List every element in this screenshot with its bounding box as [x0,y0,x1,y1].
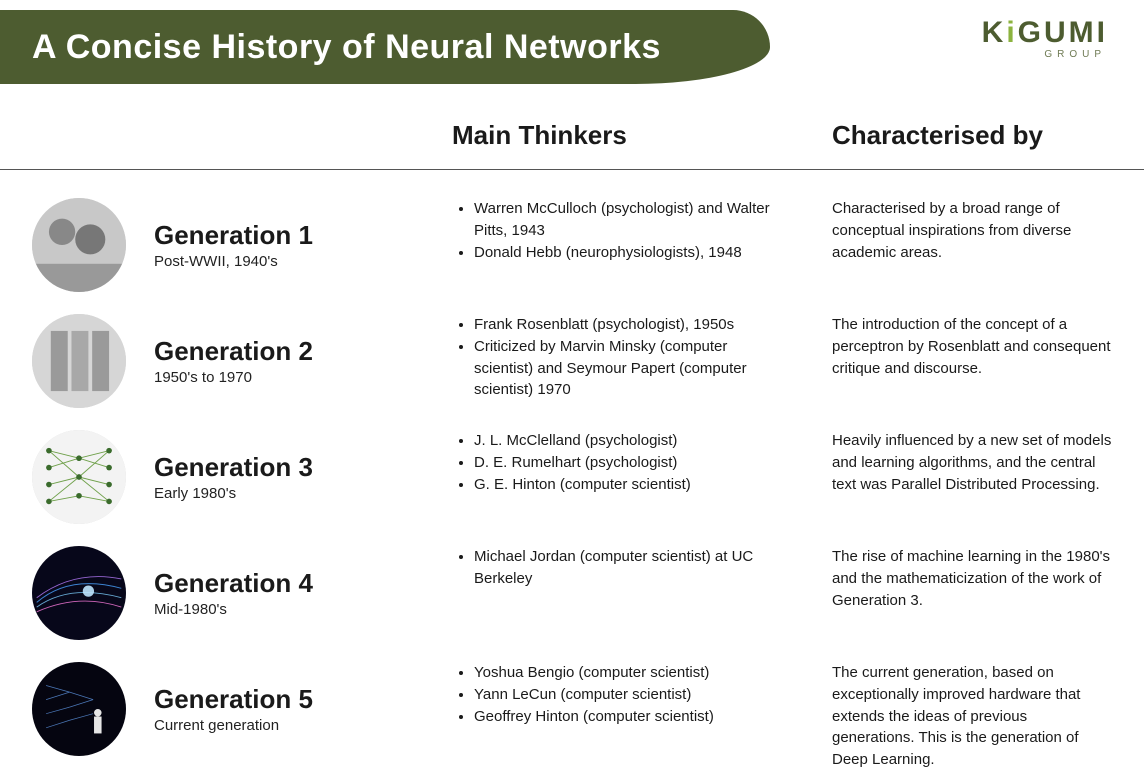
generation-thumb-icon [32,662,126,756]
generation-thumb-icon [32,546,126,640]
thinker-item: Criticized by Marvin Minsky (computer sc… [474,336,772,401]
generation-thumb-icon [32,314,126,408]
thinker-item: Frank Rosenblatt (psychologist), 1950s [474,314,772,336]
thinker-item: Geoffrey Hinton (computer scientist) [474,706,772,728]
generation-thinkers: Warren McCulloch (psychologist) and Walt… [452,198,832,263]
generation-characterisation: Characterised by a broad range of concep… [832,198,1112,263]
generation-label: Generation 3 [154,452,313,483]
thinker-item: G. E. Hinton (computer scientist) [474,474,772,496]
generation-characterisation: The current generation, based on excepti… [832,662,1112,771]
generation-thinkers: J. L. McClelland (psychologist) D. E. Ru… [452,430,832,495]
logo-subtext: GROUP [982,50,1108,60]
generation-label: Generation 4 [154,568,313,599]
generation-thinkers: Michael Jordan (computer scientist) at U… [452,546,832,590]
brand-logo: KiGUMI GROUP [982,18,1108,60]
thinker-item: D. E. Rumelhart (psychologist) [474,452,772,474]
generation-period: Post-WWII, 1940's [154,253,313,270]
generation-period: Early 1980's [154,485,313,502]
col-header-char: Characterised by [832,120,1112,151]
generations-list: Generation 1 Post-WWII, 1940's Warren Mc… [0,184,1144,771]
generation-characterisation: The rise of machine learning in the 1980… [832,546,1112,611]
thinker-item: Yann LeCun (computer scientist) [474,684,772,706]
generation-thinkers: Yoshua Bengio (computer scientist) Yann … [452,662,832,727]
generation-label: Generation 2 [154,336,313,367]
generation-row: Generation 2 1950's to 1970 Frank Rosenb… [32,300,1112,416]
generation-period: Current generation [154,717,313,734]
logo-wordmark: KiGUMI [982,16,1108,49]
page-title: A Concise History of Neural Networks [32,28,661,67]
generation-row: Generation 1 Post-WWII, 1940's Warren Mc… [32,184,1112,300]
thinker-item: Warren McCulloch (psychologist) and Walt… [474,198,772,242]
thinker-item: Michael Jordan (computer scientist) at U… [474,546,772,590]
generation-row: Generation 3 Early 1980's J. L. McClella… [32,416,1112,532]
col-header-thinkers: Main Thinkers [452,120,832,151]
generation-period: Mid-1980's [154,601,313,618]
title-band: A Concise History of Neural Networks [0,10,770,84]
thinker-item: Donald Hebb (neurophysiologists), 1948 [474,242,772,264]
generation-label: Generation 1 [154,220,313,251]
generation-period: 1950's to 1970 [154,369,313,386]
generation-thumb-icon [32,198,126,292]
generation-thumb-icon [32,430,126,524]
generation-thinkers: Frank Rosenblatt (psychologist), 1950s C… [452,314,832,401]
thinker-item: J. L. McClelland (psychologist) [474,430,772,452]
generation-characterisation: The introduction of the concept of a per… [832,314,1112,379]
generation-row: Generation 4 Mid-1980's Michael Jordan (… [32,532,1112,648]
thinker-item: Yoshua Bengio (computer scientist) [474,662,772,684]
generation-characterisation: Heavily influenced by a new set of model… [832,430,1112,495]
generation-label: Generation 5 [154,684,313,715]
column-headers: Main Thinkers Characterised by [0,120,1144,170]
generation-row: Generation 5 Current generation Yoshua B… [32,648,1112,771]
